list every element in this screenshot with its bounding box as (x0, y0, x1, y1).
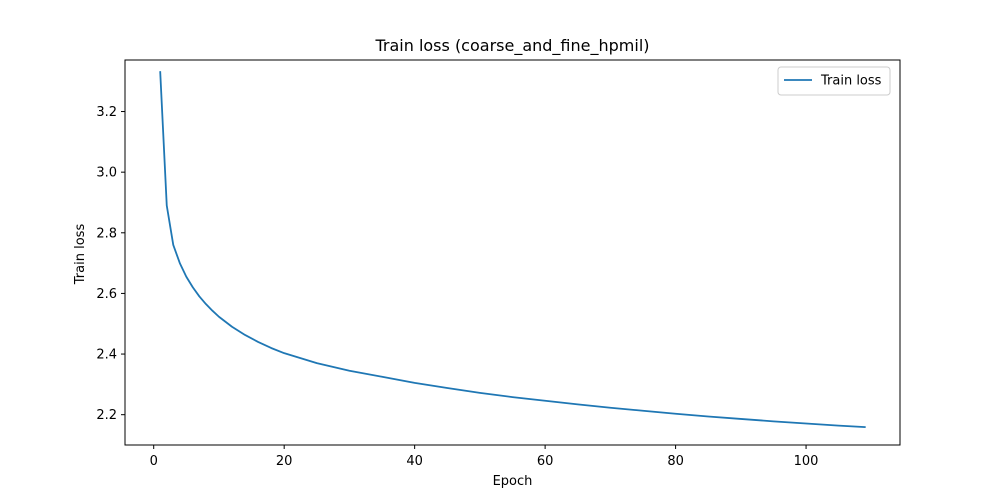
x-axis: 0 20 40 60 80 100 (150, 445, 819, 469)
plot-area (124, 59, 901, 446)
legend: Train loss (777, 66, 891, 96)
x-tick-label: 80 (667, 454, 684, 469)
x-tick-label: 0 (150, 454, 158, 469)
x-tick-label: 60 (537, 454, 554, 469)
y-tick-label: 3.2 (96, 105, 117, 120)
x-tick-label: 40 (406, 454, 423, 469)
y-tick-label: 3.0 (96, 166, 117, 181)
chart-title: Train loss (coarse_and_fine_hpmil) (374, 36, 649, 56)
x-tick-label: 100 (794, 454, 819, 469)
y-tick-label: 2.6 (96, 287, 117, 302)
plot-frame (124, 59, 901, 446)
y-tick-label: 2.2 (96, 408, 117, 423)
legend-box (777, 66, 891, 96)
x-tick-label: 20 (276, 454, 293, 469)
series-line-0 (159, 71, 866, 429)
y-axis-label: Train loss (73, 224, 88, 286)
legend-label: Train loss (820, 74, 882, 89)
y-tick-label: 2.8 (96, 226, 117, 241)
x-axis-label: Epoch (493, 474, 533, 489)
y-axis: 2.2 2.4 2.6 2.8 3.0 3.2 (96, 105, 125, 423)
y-tick-label: 2.4 (96, 348, 117, 363)
